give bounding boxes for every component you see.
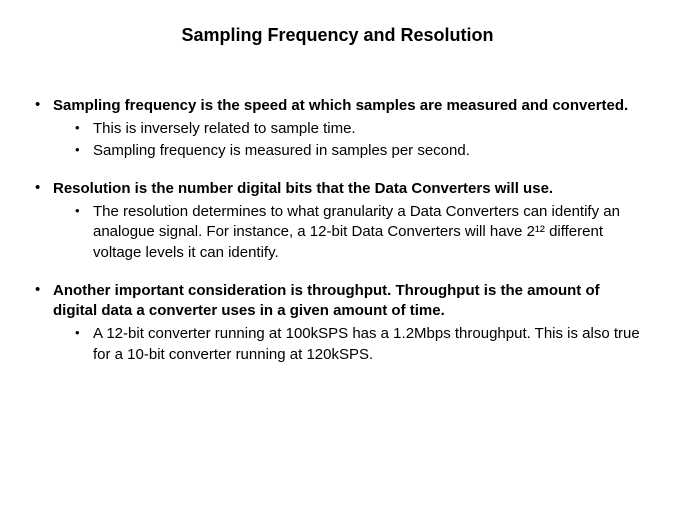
bullet-main: Sampling frequency is the speed at which… bbox=[53, 96, 645, 116]
bullet-item: Resolution is the number digital bits th… bbox=[35, 179, 645, 263]
bullet-main: Another important consideration is throu… bbox=[53, 281, 645, 322]
slide-content: Sampling frequency is the speed at which… bbox=[30, 96, 645, 365]
outer-list: Sampling frequency is the speed at which… bbox=[35, 96, 645, 365]
sub-bullet: A 12-bit converter running at 100kSPS ha… bbox=[75, 324, 645, 365]
bullet-main: Resolution is the number digital bits th… bbox=[53, 179, 645, 199]
bullet-item: Sampling frequency is the speed at which… bbox=[35, 96, 645, 161]
inner-list: The resolution determines to what granul… bbox=[53, 202, 645, 263]
inner-list: This is inversely related to sample time… bbox=[53, 119, 645, 161]
inner-list: A 12-bit converter running at 100kSPS ha… bbox=[53, 324, 645, 365]
slide-title: Sampling Frequency and Resolution bbox=[30, 25, 645, 46]
sub-bullet: This is inversely related to sample time… bbox=[75, 119, 645, 139]
sub-bullet: The resolution determines to what granul… bbox=[75, 202, 645, 263]
bullet-item: Another important consideration is throu… bbox=[35, 281, 645, 365]
sub-bullet: Sampling frequency is measured in sample… bbox=[75, 141, 645, 161]
